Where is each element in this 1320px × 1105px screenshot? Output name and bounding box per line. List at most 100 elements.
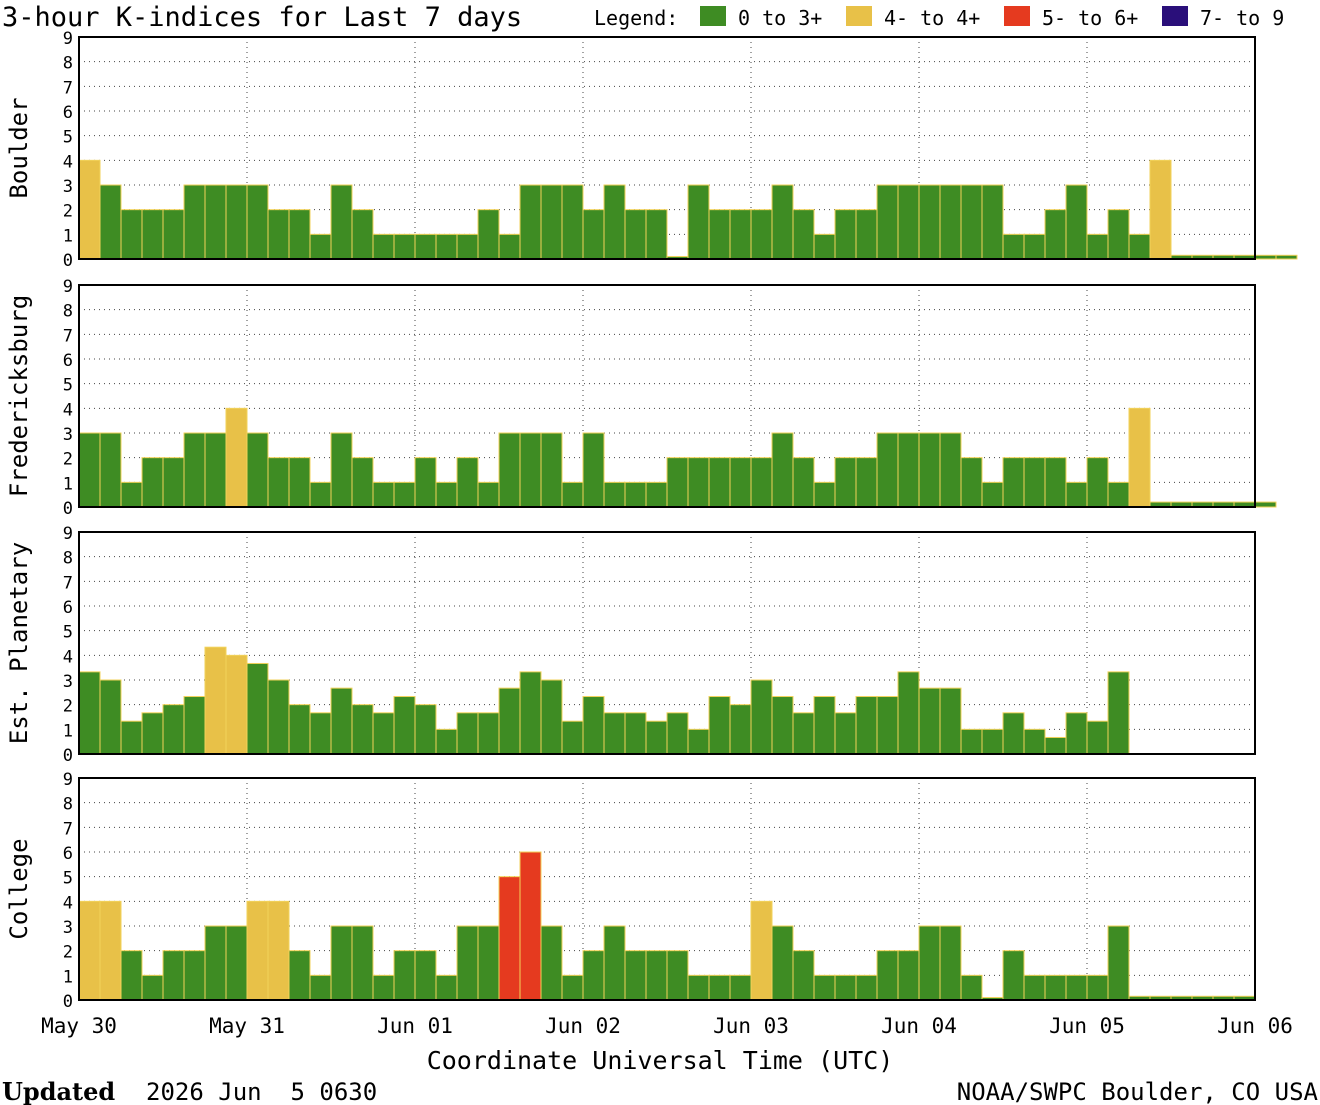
bar: [225, 925, 248, 1001]
panel-college: 0 1 2 3 4 5 6 7 8 9 College: [5, 770, 1256, 1012]
bar: [393, 950, 416, 1001]
bar: [603, 925, 626, 1001]
y-tick-label: 9: [63, 277, 73, 297]
y-tick-label: 4: [63, 152, 73, 172]
x-tick-label: May 31: [209, 1014, 285, 1038]
x-tick-label: Jun 01: [377, 1014, 453, 1038]
bar: [708, 209, 731, 260]
bar: [309, 233, 332, 260]
bar: [1065, 974, 1088, 1001]
bar: [666, 712, 689, 755]
bar: [204, 432, 227, 508]
bar: [981, 184, 1004, 260]
bar: [393, 481, 416, 508]
bar: [78, 900, 101, 1001]
y-tick-label: 5: [63, 623, 73, 643]
bar: [1107, 209, 1130, 260]
bar: [645, 481, 668, 508]
bar: [645, 950, 668, 1001]
plot-frame: [78, 284, 1256, 508]
bar: [1002, 457, 1025, 508]
bar: [729, 974, 752, 1001]
bar: [855, 457, 878, 508]
bar: [687, 457, 710, 508]
bar: [120, 481, 143, 508]
bar: [666, 457, 689, 508]
bar: [624, 712, 647, 755]
bar: [624, 209, 647, 260]
bar: [435, 974, 458, 1001]
bar: [456, 233, 479, 260]
bar: [372, 481, 395, 508]
bar: [519, 671, 542, 755]
bar: [330, 184, 353, 260]
bar: [834, 712, 857, 755]
bar: [918, 687, 941, 755]
bar: [120, 209, 143, 260]
bar: [813, 233, 836, 260]
bar: [351, 457, 374, 508]
y-tick-label: 6: [63, 103, 73, 123]
bar: [918, 432, 941, 508]
legend-swatch-3: [1162, 6, 1188, 26]
bar: [876, 696, 899, 755]
bar: [771, 184, 794, 260]
bar: [1254, 501, 1277, 508]
y-tick-label: 0: [63, 251, 73, 271]
bar: [99, 679, 122, 755]
bar: [519, 184, 542, 260]
bar: [687, 728, 710, 755]
bar: [792, 209, 815, 260]
bar: [1065, 712, 1088, 755]
bar: [498, 687, 521, 755]
bar: [456, 925, 479, 1001]
bar: [960, 457, 983, 508]
bar: [624, 950, 647, 1001]
bar: [477, 925, 500, 1001]
bar: [1044, 974, 1067, 1001]
y-tick-label: 9: [63, 29, 73, 49]
bar: [246, 900, 269, 1001]
bar: [519, 432, 542, 508]
x-tick-label: Jun 05: [1049, 1014, 1125, 1038]
legend-swatch-0: [700, 6, 726, 26]
y-tick-label: 2: [63, 202, 73, 222]
bar: [855, 209, 878, 260]
bar: [477, 209, 500, 260]
bar: [1254, 254, 1277, 260]
y-tick-label: 6: [63, 844, 73, 864]
bar: [309, 974, 332, 1001]
updated-value: 2026 Jun 5 0630: [146, 1078, 377, 1105]
bar: [1002, 233, 1025, 260]
bar: [624, 481, 647, 508]
bar: [855, 974, 878, 1001]
bar: [414, 233, 437, 260]
bar: [750, 679, 773, 755]
bar: [876, 432, 899, 508]
bar: [981, 481, 1004, 508]
bar: [456, 712, 479, 755]
legend-swatch-1: [846, 6, 872, 26]
y-tick-label: 7: [63, 326, 73, 346]
bar: [78, 159, 101, 260]
bar: [1065, 184, 1088, 260]
bar: [771, 432, 794, 508]
bar: [603, 481, 626, 508]
bar: [729, 209, 752, 260]
y-tick-label: 5: [63, 128, 73, 148]
bar: [918, 184, 941, 260]
y-tick-label: 3: [63, 918, 73, 938]
bar: [99, 432, 122, 508]
bar: [540, 432, 563, 508]
bar: [1002, 712, 1025, 755]
y-tick-label: 4: [63, 647, 73, 667]
bar: [162, 209, 185, 260]
bar: [540, 184, 563, 260]
bar: [456, 457, 479, 508]
bar: [792, 457, 815, 508]
bar: [246, 184, 269, 260]
y-tick-label: 8: [63, 549, 73, 569]
legend-label: Legend:: [594, 6, 678, 30]
bar: [1107, 925, 1130, 1001]
y-tick-label: 4: [63, 893, 73, 913]
